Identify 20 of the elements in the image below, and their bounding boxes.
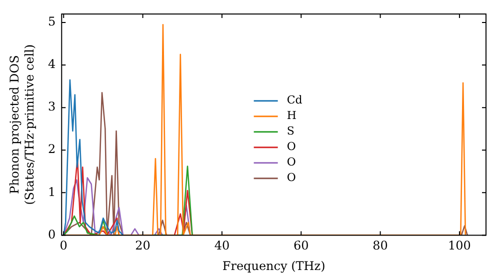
y-tick-label: 4 bbox=[48, 57, 56, 72]
y-axis-title: Phonon projected DOS (States/THz·primitive cell) bbox=[8, 44, 37, 205]
x-tick-label: 60 bbox=[293, 238, 309, 253]
legend-label: S bbox=[286, 124, 294, 138]
x-tick-label: 100 bbox=[448, 238, 471, 253]
y-tick-label: 3 bbox=[48, 100, 56, 114]
y-tick-label: 2 bbox=[48, 142, 56, 156]
y-tick-label: 5 bbox=[48, 14, 56, 29]
legend-label: O bbox=[286, 171, 296, 184]
y-tick-label: 1 bbox=[48, 184, 56, 199]
x-tick-label: 0 bbox=[60, 238, 68, 253]
x-tick-label: 80 bbox=[372, 238, 388, 253]
legend-label: H bbox=[286, 109, 296, 122]
x-tick-label: 20 bbox=[135, 238, 150, 253]
x-tick-label: 40 bbox=[214, 238, 230, 253]
y-tick-label: 0 bbox=[48, 227, 56, 242]
x-axis-title: Frequency (THz) bbox=[222, 258, 326, 273]
legend-label: O bbox=[286, 140, 296, 154]
legend-label: O bbox=[286, 156, 296, 169]
legend-label: Cd bbox=[286, 94, 302, 107]
